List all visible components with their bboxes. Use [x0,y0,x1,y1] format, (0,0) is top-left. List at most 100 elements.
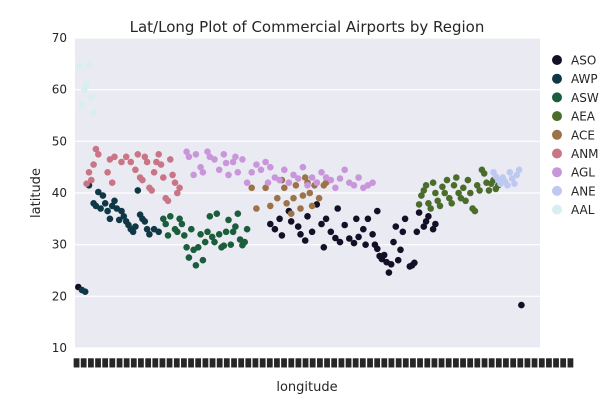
point-anm [143,158,151,166]
point-agl [285,179,293,186]
point-ace [299,192,307,199]
point-agl [239,156,246,163]
point-aea [450,182,458,189]
point-aal [76,63,83,70]
legend-marker-aal [552,204,562,215]
y-tick-label: 40 [52,186,67,200]
point-aso [411,259,418,267]
point-anm [118,158,125,166]
point-anm [134,151,142,158]
point-asw [243,225,251,233]
point-asw [227,241,235,248]
point-anm [108,179,116,186]
point-agl [225,171,232,179]
point-ane [513,171,521,179]
point-agl [185,153,193,161]
point-aea [415,201,423,208]
point-anm [111,153,118,161]
point-agl [183,148,190,155]
point-aea [434,197,442,205]
point-asw [164,232,172,239]
x-axis-ticks: ■■■■■■■■■■■■■■■■■■■■■■■■■■■■■■■■■■■■■■■■… [73,355,574,369]
point-agl [304,182,311,189]
point-anm [132,166,139,174]
point-aea [462,197,469,205]
point-aso [422,218,430,225]
legend-marker-awp [552,73,562,84]
point-anm [122,153,130,161]
point-asw [199,256,207,264]
point-asw [229,228,237,236]
legend-label-aal: AAL [571,203,595,217]
point-aso [362,241,369,248]
point-aea [453,174,460,181]
point-aso [420,223,428,230]
point-aea [446,194,453,202]
point-aso [353,215,360,223]
point-aea [439,183,446,191]
point-asw [194,244,202,251]
point-ace [287,210,295,217]
point-agl [327,176,335,184]
point-aso [327,228,335,236]
point-aea [429,179,437,186]
point-aso [308,228,316,236]
y-tick-label: 30 [52,238,67,252]
point-aso [322,215,330,223]
legend-marker-aea [552,111,562,122]
point-awp [155,228,162,236]
point-awp [99,192,107,199]
point-aea [464,176,472,184]
point-awp [143,225,151,233]
point-aso [374,245,381,253]
point-aso [336,238,344,246]
point-awp [97,205,104,212]
y-tick-label: 10 [52,341,67,355]
point-aso [380,251,388,259]
chart-title: Lat/Long Plot of Commercial Airports by … [130,18,485,36]
point-awp [111,197,118,205]
point-aso [390,238,397,246]
point-aso [350,239,358,247]
point-agl [220,151,228,158]
point-awp [106,215,114,223]
point-agl [215,166,223,174]
point-agl [232,153,239,161]
point-aso [432,220,439,228]
point-ace [315,194,323,202]
point-anm [155,151,162,158]
point-aso [297,231,304,238]
point-aso [334,205,342,212]
legend-marker-ace [552,129,562,140]
point-anm [176,184,183,192]
point-ane [515,166,523,174]
point-anm [88,176,95,184]
point-anm [139,176,146,184]
point-aea [473,182,481,189]
point-awp [101,200,109,207]
point-aal [83,81,90,88]
legend-label-ace: ACE [571,128,595,142]
y-tick-label: 50 [52,134,67,148]
point-agl [308,174,316,181]
point-aso [415,209,423,216]
point-anm [148,187,155,194]
point-awp [120,213,128,220]
point-agl [190,171,197,179]
legend-marker-asw [552,92,562,103]
point-aso [369,231,376,238]
point-asw [213,210,221,217]
point-ace [301,174,309,181]
point-asw [211,238,218,246]
point-agl [262,158,269,166]
x-tick-labels-overlapping: ■■■■■■■■■■■■■■■■■■■■■■■■■■■■■■■■■■■■■■■■… [73,355,574,369]
legend-label-ane: ANE [571,184,596,198]
point-aea [467,189,474,197]
point-asw [174,228,181,236]
point-asw [178,220,186,228]
y-tick-label: 20 [52,289,67,303]
point-anm [95,151,102,158]
legend-label-asw: ASW [571,91,599,105]
point-anm [167,156,174,163]
